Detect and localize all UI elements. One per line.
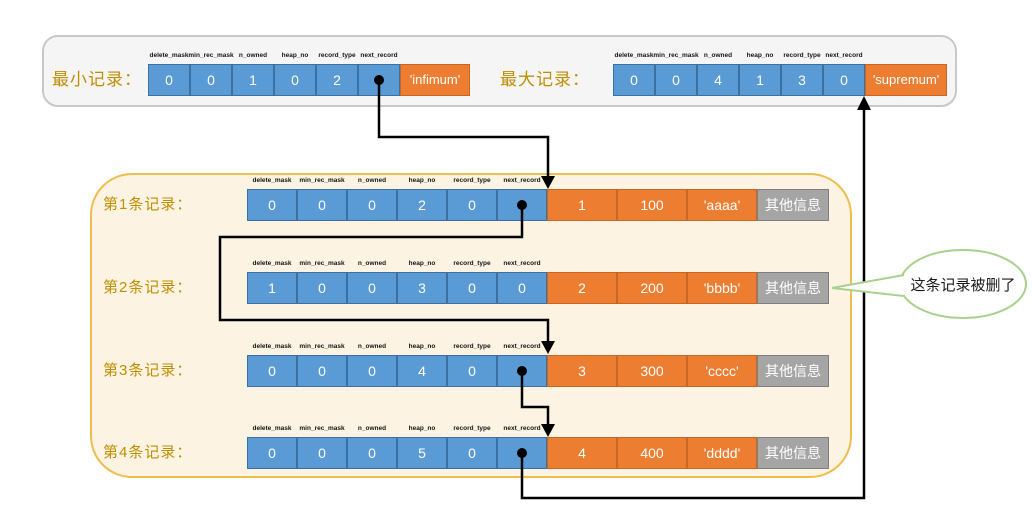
record-2-cell-heap_no: 3 [397, 272, 447, 304]
record-1-cell-min_rec_mask: 0 [297, 189, 347, 221]
record-3-data-2: 'cccc' [687, 355, 757, 387]
max-record-cell-heap_no: 1 [739, 64, 781, 96]
record-3-cell-n_owned: 0 [347, 355, 397, 387]
record-4-label: 第4条记录： [103, 444, 193, 461]
record-3-header-record_type: record_type [453, 343, 491, 350]
record-1-cell-next_record [497, 189, 547, 221]
record-3-header-min_rec_mask: min_rec_mask [299, 343, 345, 350]
record-4-cell-n_owned: 0 [347, 437, 397, 469]
max-record-cell-n_owned: 4 [697, 64, 739, 96]
record-4-header-n_owned: n_owned [357, 425, 387, 432]
record-4-header-min_rec_mask: min_rec_mask [299, 425, 345, 432]
record-4-cell-record_type: 0 [447, 437, 497, 469]
max-record-header-next_record: next_record [825, 52, 863, 59]
record-3-data-1: 300 [617, 355, 687, 387]
record-1-header-record_type: record_type [453, 177, 491, 184]
record-4-cell-delete_mask: 0 [247, 437, 297, 469]
max-record-cell-min_rec_mask: 0 [655, 64, 697, 96]
record-1-label: 第1条记录： [103, 196, 193, 213]
record-4-header-delete_mask: delete_mask [252, 425, 292, 432]
record-4-cell-min_rec_mask: 0 [297, 437, 347, 469]
record-1-cell-delete_mask: 0 [247, 189, 297, 221]
max-record-header-heap_no: heap_no [746, 52, 774, 59]
record-3-other-info: 其他信息 [757, 355, 829, 387]
record-1-cell-heap_no: 2 [397, 189, 447, 221]
record-2-data-1: 200 [617, 272, 687, 304]
max-record-label: 最大记录： [500, 70, 590, 89]
callout-text: 这条记录被删了 [910, 277, 1015, 294]
max-record-header-n_owned: n_owned [703, 52, 733, 59]
record-4-data-0: 4 [547, 437, 617, 469]
min-record-header-heap_no: heap_no [281, 52, 309, 59]
record-4-header-record_type: record_type [453, 425, 491, 432]
record-1-data-2: 'aaaa' [687, 189, 757, 221]
record-3-cell-next_record [497, 355, 547, 387]
min-record-header-n_owned: n_owned [238, 52, 268, 59]
record-2-cell-delete_mask: 1 [247, 272, 297, 304]
min-record-cell-next_record [358, 64, 400, 96]
deleted-record-callout: 这条记录被删了 [831, 249, 1027, 319]
record-3-cell-heap_no: 4 [397, 355, 447, 387]
record-4-header-heap_no: heap_no [408, 425, 436, 432]
min-record-header-record_type: record_type [318, 52, 356, 59]
record-1-cell-record_type: 0 [447, 189, 497, 221]
record-1-other-info: 其他信息 [757, 189, 829, 221]
min-record-header-min_rec_mask: min_rec_mask [188, 52, 234, 59]
min-record-tail-cell: 'infimum' [400, 64, 470, 96]
min-record-cell-min_rec_mask: 0 [190, 64, 232, 96]
record-4-cell-heap_no: 5 [397, 437, 447, 469]
record-4-data-1: 400 [617, 437, 687, 469]
min-record-label: 最小记录： [52, 70, 142, 89]
record-3-header-next_record: next_record [503, 343, 541, 350]
record-2-cell-n_owned: 0 [347, 272, 397, 304]
record-1-cell-n_owned: 0 [347, 189, 397, 221]
record-3-cell-delete_mask: 0 [247, 355, 297, 387]
record-3-header-delete_mask: delete_mask [252, 343, 292, 350]
callout-ellipse [899, 249, 1027, 319]
max-record-header-delete_mask: delete_mask [614, 52, 654, 59]
min-record-cell-delete_mask: 0 [148, 64, 190, 96]
record-2-cell-record_type: 0 [447, 272, 497, 304]
min-record-header-next_record: next_record [360, 52, 398, 59]
record-3-data-0: 3 [547, 355, 617, 387]
max-record-cell-record_type: 3 [781, 64, 823, 96]
record-2-data-2: 'bbbb' [687, 272, 757, 304]
record-2-data-0: 2 [547, 272, 617, 304]
record-2-other-info: 其他信息 [757, 272, 829, 304]
record-1-header-delete_mask: delete_mask [252, 177, 292, 184]
record-1-data-0: 1 [547, 189, 617, 221]
min-record-cell-n_owned: 1 [232, 64, 274, 96]
max-record-tail-cell: 'supremum' [865, 64, 947, 96]
record-2-header-next_record: next_record [503, 260, 541, 267]
record-3-cell-record_type: 0 [447, 355, 497, 387]
max-record-header-min_rec_mask: min_rec_mask [653, 52, 699, 59]
record-3-label: 第3条记录： [103, 362, 193, 379]
record-1-header-heap_no: heap_no [408, 177, 436, 184]
record-4-data-2: 'dddd' [687, 437, 757, 469]
max-record-cell-next_record: 0 [823, 64, 865, 96]
record-1-header-next_record: next_record [503, 177, 541, 184]
record-2-cell-next_record: 0 [497, 272, 547, 304]
min-record-cell-record_type: 2 [316, 64, 358, 96]
record-4-cell-next_record [497, 437, 547, 469]
record-4-header-next_record: next_record [503, 425, 541, 432]
record-3-cell-min_rec_mask: 0 [297, 355, 347, 387]
record-1-header-min_rec_mask: min_rec_mask [299, 177, 345, 184]
record-4-other-info: 其他信息 [757, 437, 829, 469]
record-3-header-heap_no: heap_no [408, 343, 436, 350]
max-record-header-record_type: record_type [783, 52, 821, 59]
min-record-header-delete_mask: delete_mask [149, 52, 189, 59]
record-1-header-n_owned: n_owned [357, 177, 387, 184]
record-1-data-1: 100 [617, 189, 687, 221]
min-record-cell-heap_no: 0 [274, 64, 316, 96]
record-2-label: 第2条记录： [103, 279, 193, 296]
record-3-header-n_owned: n_owned [357, 343, 387, 350]
record-2-cell-min_rec_mask: 0 [297, 272, 347, 304]
max-record-cell-delete_mask: 0 [613, 64, 655, 96]
